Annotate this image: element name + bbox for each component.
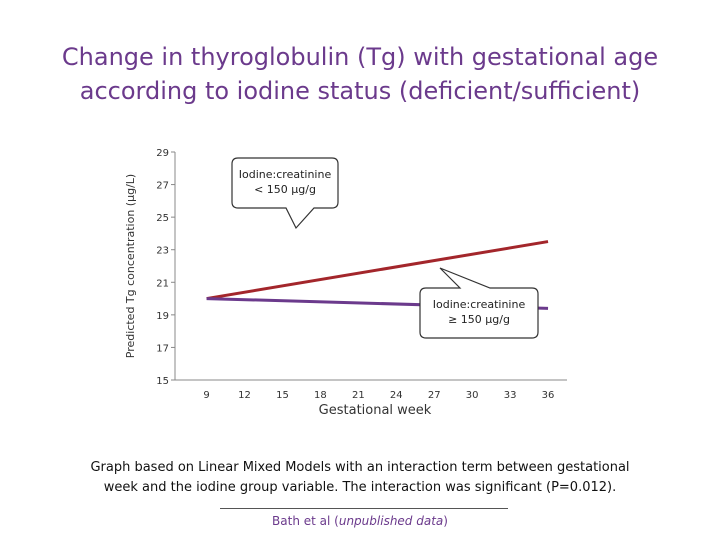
title-line-2: according to iodine status (deficient/su… xyxy=(79,77,641,105)
callout-text-2: ≥ 150 μg/g xyxy=(448,313,510,326)
source-italic: unpublished data xyxy=(338,514,444,528)
caption-line-1: Graph based on Linear Mixed Models with … xyxy=(90,460,630,475)
y-tick-label: 29 xyxy=(156,148,169,159)
caption: Graph based on Linear Mixed Models with … xyxy=(20,458,700,498)
x-axis-label: Gestational week xyxy=(319,403,432,418)
x-tick-label: 18 xyxy=(314,390,327,401)
callout-text-2: Iodine:creatinine xyxy=(433,298,526,311)
callout-text-1: Iodine:creatinine xyxy=(239,168,332,181)
x-tick-labels: 9 12 15 18 21 24 27 30 33 36 xyxy=(203,390,554,401)
chart-title: Change in thyroglobulin (Tg) with gestat… xyxy=(0,40,720,108)
y-tick-label: 17 xyxy=(156,343,169,354)
x-tick-label: 12 xyxy=(238,390,251,401)
source-citation: Bath et al (unpublished data) xyxy=(0,514,720,528)
y-tick-label: 21 xyxy=(156,278,169,289)
source-suffix: ) xyxy=(443,514,448,528)
chart-axes xyxy=(171,151,567,381)
x-tick-label: 21 xyxy=(352,390,365,401)
x-tick-label: 24 xyxy=(390,390,403,401)
x-tick-label: 36 xyxy=(542,390,555,401)
y-tick-label: 15 xyxy=(156,376,169,387)
x-tick-label: 27 xyxy=(428,390,441,401)
x-tick-label: 9 xyxy=(203,390,209,401)
callouts: Iodine:creatinine < 150 μg/g Iodine:creati… xyxy=(231,157,539,339)
y-tick-label: 27 xyxy=(156,181,169,192)
x-tick-label: 15 xyxy=(276,390,289,401)
x-tick-label: 30 xyxy=(466,390,479,401)
y-tick-label: 19 xyxy=(156,311,169,322)
y-axis-label: Predicted Tg concentration (μg/L) xyxy=(124,174,137,358)
callout-text-1: < 150 μg/g xyxy=(254,183,316,196)
caption-line-2: week and the iodine group variable. The … xyxy=(103,480,617,495)
y-tick-labels: 15 17 19 21 23 25 27 29 xyxy=(156,148,169,387)
y-tick-label: 23 xyxy=(156,246,169,257)
series-line-1 xyxy=(206,240,549,301)
callout-bubble-1 xyxy=(231,157,339,230)
title-line-1: Change in thyroglobulin (Tg) with gestat… xyxy=(61,43,659,71)
source-divider xyxy=(220,508,508,509)
source-prefix: Bath et al ( xyxy=(272,514,339,528)
x-tick-label: 33 xyxy=(504,390,517,401)
y-tick-label: 25 xyxy=(156,213,169,224)
callout-bubble-2 xyxy=(419,267,539,339)
